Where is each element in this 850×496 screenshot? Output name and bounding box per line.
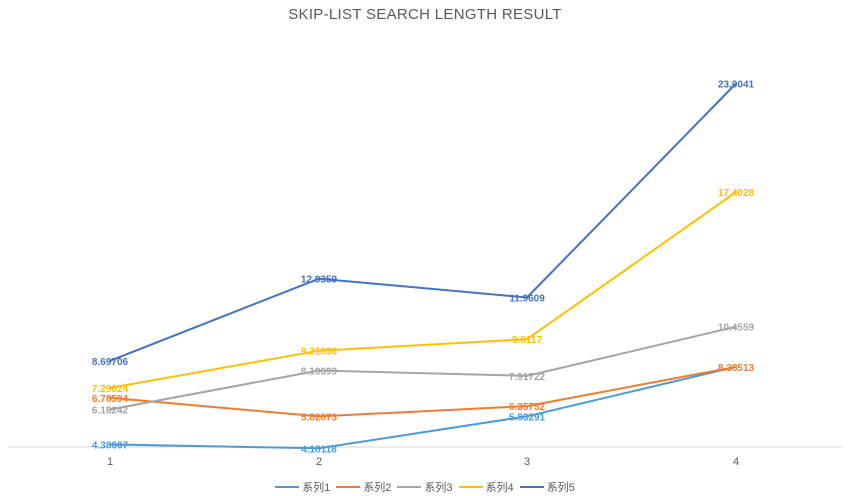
data-label: 8.38513 <box>718 363 755 374</box>
data-label: 17.4028 <box>718 188 755 199</box>
legend-swatch <box>519 486 544 488</box>
legend-label: 系列1 <box>302 482 331 494</box>
legend-item-3: 系列3 <box>397 479 453 495</box>
legend-item-1: 系列1 <box>275 479 330 495</box>
legend-label: 系列2 <box>363 482 392 494</box>
series-line-3 <box>109 325 737 411</box>
data-label: 7.29624 <box>92 384 129 395</box>
series-line-5 <box>109 82 737 362</box>
legend-swatch <box>275 486 300 488</box>
data-label: 6.78594 <box>92 394 129 405</box>
x-tick-label: 3 <box>524 456 530 468</box>
data-label: 6.35752 <box>509 402 546 413</box>
data-label: 10.4559 <box>718 323 755 334</box>
legend-swatch <box>336 486 361 488</box>
data-label: 11.9609 <box>509 294 545 305</box>
data-label: 5.83291 <box>509 412 546 423</box>
data-label: 12.9359 <box>301 275 338 286</box>
data-label: 4.18118 <box>301 444 337 455</box>
data-label: 5.82873 <box>301 412 338 423</box>
legend-swatch <box>397 486 422 488</box>
data-label: 6.18242 <box>92 406 129 417</box>
data-label: 4.38007 <box>92 441 129 452</box>
series-line-2 <box>109 365 737 418</box>
legend-item-5: 系列5 <box>519 479 575 495</box>
legend-swatch <box>458 486 483 488</box>
data-label: 9.8117 <box>512 335 542 346</box>
series-line-1 <box>109 365 737 450</box>
chart-title: SKIP-LIST SEARCH LENGTH RESULT <box>288 6 562 23</box>
x-tick-label: 1 <box>107 456 113 468</box>
data-label: 7.91722 <box>509 372 546 383</box>
legend-label: 系列4 <box>485 482 514 494</box>
data-label: 23.0041 <box>718 80 755 91</box>
x-tick-label: 2 <box>316 456 322 468</box>
x-tick-label: 4 <box>733 456 739 468</box>
data-label: 8.69706 <box>92 357 129 368</box>
legend-item-2: 系列2 <box>336 479 391 495</box>
legend: 系列1 系列2 系列3 系列4 系列5 <box>0 479 850 495</box>
data-label: 8.19699 <box>301 367 338 378</box>
data-label: 9.21836 <box>301 347 338 358</box>
legend-item-4: 系列4 <box>458 479 514 495</box>
legend-label: 系列3 <box>424 482 453 494</box>
series-line-4 <box>109 191 737 389</box>
legend-label: 系列5 <box>546 482 575 494</box>
